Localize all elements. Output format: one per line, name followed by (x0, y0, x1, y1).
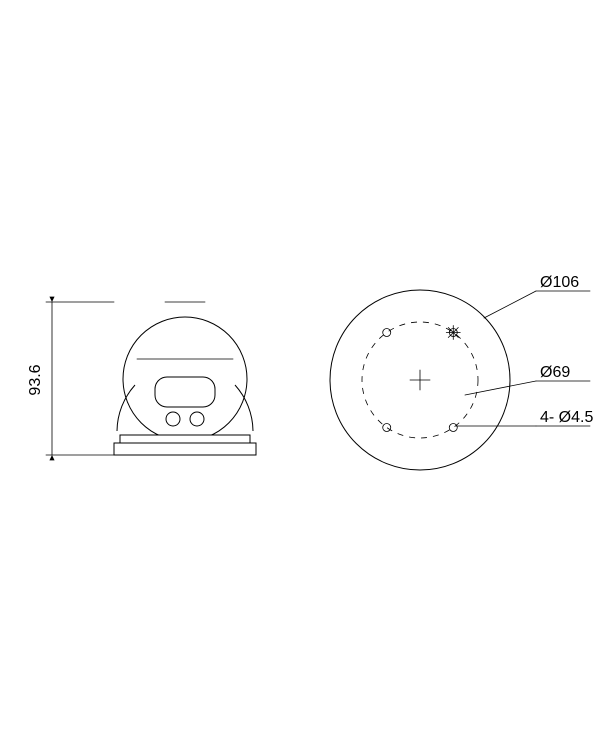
dim-height: 93.6 (27, 364, 44, 395)
dimensional-drawing: 93.6 Ø106 Ø69 4- Ø4.5 (0, 0, 600, 750)
svg-text:Ø106: Ø106 (540, 274, 579, 291)
side-view (46, 302, 258, 495)
svg-text:4- Ø4.5: 4- Ø4.5 (540, 409, 593, 426)
svg-text:Ø69: Ø69 (540, 364, 570, 381)
